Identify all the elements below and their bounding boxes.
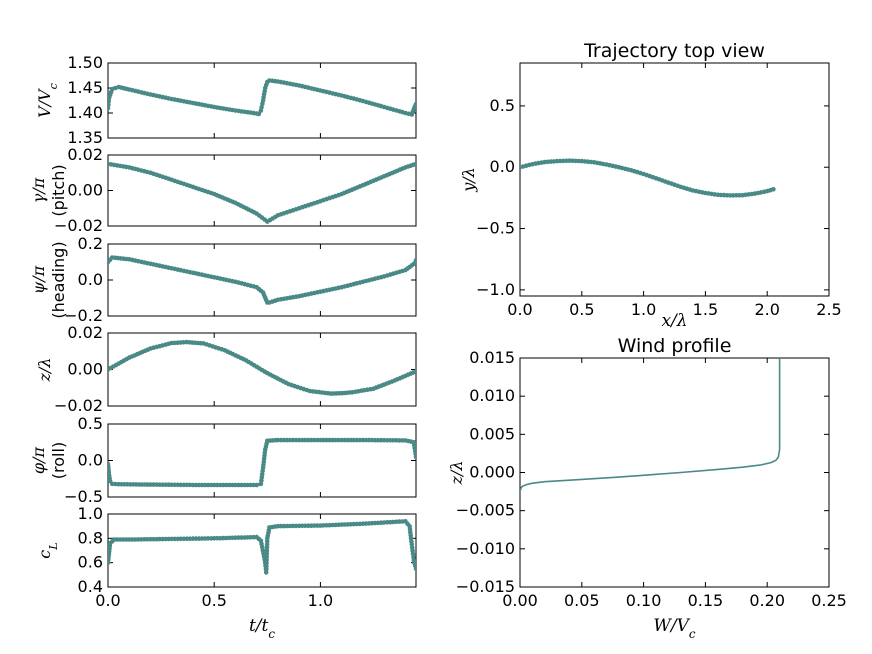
y-tick-label: 0.0	[78, 451, 103, 470]
data-point	[411, 261, 416, 267]
x-tick-label: 1.0	[308, 591, 333, 610]
y-tick-label: −0.5	[64, 487, 103, 506]
altitude-panel: −0.02 0.00 0.02 z/λ	[35, 323, 417, 415]
y-axis-label: z/λ	[35, 358, 54, 383]
axes-frame	[519, 62, 830, 297]
y-axis-label: φ/π	[29, 446, 48, 474]
y-tick-label: 1.50	[67, 53, 103, 72]
roll-panel: −0.5 0.0 0.5 φ/π (roll)	[29, 414, 417, 506]
series-group	[108, 437, 416, 488]
series-group	[108, 255, 416, 305]
y-tick-label: 0.0	[78, 270, 103, 289]
x-tick-label: 0.15	[688, 591, 724, 610]
data-point	[413, 257, 416, 263]
y-tick-label: 0.8	[78, 528, 103, 547]
data-point	[254, 482, 259, 488]
chart-title: Wind profile	[618, 335, 732, 357]
heading-panel: −0.2 0.0 0.2 ψ/π (heading)	[29, 234, 417, 325]
y-tick-label: 0.00	[67, 181, 103, 200]
x-tick-label: 2.0	[754, 300, 779, 319]
y-axis-label: cL	[35, 542, 60, 558]
y-tick-label: 0.5	[490, 96, 515, 115]
y-tick-label: 0.005	[469, 424, 515, 443]
y-tick-label: 0.0	[490, 157, 515, 176]
y-tick-label: 0.02	[67, 145, 103, 164]
x-tick-label: 2.5	[816, 300, 841, 319]
data-point	[413, 566, 416, 572]
pitch-panel: −0.02 0.00 0.02 γ/π (pitch)	[29, 145, 417, 235]
data-point	[413, 454, 416, 460]
y-tick-label: 0.00	[67, 360, 103, 379]
y-axis-label: γ/π	[29, 177, 48, 203]
y-tick-label: 0.02	[67, 323, 103, 342]
data-point	[413, 369, 416, 374]
x-tick-label: 1.0	[631, 300, 656, 319]
y-tick-label: −0.02	[54, 216, 103, 235]
y-tick-label: 1.0	[78, 504, 103, 523]
wind-profile-panel: 0.00 0.05 0.10 0.15 0.20 0.25 −0.015 −0.010 −0.0…	[447, 335, 847, 641]
y-axis-label-secondary: (heading)	[49, 241, 68, 318]
chart-title: Trajectory top view	[583, 40, 765, 62]
y-axis-label: y/λ	[459, 167, 478, 193]
y-tick-label: 0.000	[469, 463, 515, 482]
x-tick-label: 0.0	[507, 300, 532, 319]
y-tick-label: 0.2	[78, 234, 103, 253]
x-tick-label: 0.20	[749, 591, 785, 610]
y-tick-label: 0.010	[469, 386, 515, 405]
x-tick-label: 0.5	[201, 591, 226, 610]
x-axis-label: W/Vc	[653, 616, 695, 641]
y-tick-label: 0.4	[78, 577, 103, 596]
x-tick-label: 0.25	[811, 591, 847, 610]
series-group	[108, 339, 416, 396]
data-point	[256, 111, 262, 117]
series-line	[520, 159, 775, 197]
x-axis-label: t/tc	[249, 616, 275, 641]
y-tick-label: 1.35	[67, 128, 103, 147]
series-group	[108, 78, 416, 117]
y-axis-label-secondary: (pitch)	[49, 164, 68, 216]
x-tick-label: 1.5	[693, 300, 718, 319]
y-tick-label: 0.5	[78, 414, 103, 433]
x-tick-label: 0.5	[569, 300, 594, 319]
x-tick-label: 0.05	[564, 591, 600, 610]
data-point	[413, 101, 416, 107]
y-tick-label: −1.0	[476, 280, 515, 299]
series-group	[520, 358, 781, 493]
data-point	[109, 481, 115, 487]
x-tick-label: 0.10	[626, 591, 662, 610]
y-axis-label-secondary: (roll)	[49, 442, 68, 479]
y-tick-label: 1.40	[67, 103, 103, 122]
speed-panel: 1.35 1.40 1.45 1.50 V/Vc	[35, 53, 417, 147]
y-tick-label: 0.015	[469, 348, 515, 367]
y-axis-label: V/Vc	[35, 82, 60, 118]
y-tick-label: −0.02	[54, 396, 103, 415]
y-tick-label: −0.005	[456, 501, 515, 520]
x-axis-label: x/λ	[661, 311, 687, 331]
series-group	[108, 519, 416, 575]
y-tick-label: −0.2	[64, 306, 103, 325]
y-tick-label: −0.015	[456, 577, 515, 596]
trajectory-top-view-panel: 0.0 0.5 1.0 1.5 2.0 2.5 −1.0 −0.5 0.0 0.5 Trajecto…	[459, 40, 842, 331]
y-tick-label: −0.5	[476, 219, 515, 238]
data-point	[413, 161, 416, 167]
lift-coefficient-panel: 0.0 0.5 1.0 0.4 0.6 0.8 1.0 t/tc cL	[35, 504, 417, 641]
series-group	[108, 161, 416, 224]
y-tick-label: 1.45	[67, 78, 103, 97]
series-line	[520, 358, 781, 493]
y-axis-label: ψ/π	[29, 265, 48, 294]
y-axis-label: z/λ	[447, 461, 466, 486]
data-point	[771, 187, 776, 192]
x-tick-label: 0.00	[502, 591, 538, 610]
y-tick-label: −0.010	[456, 539, 515, 558]
y-tick-label: 0.6	[78, 553, 103, 572]
x-tick-label: 0.0	[95, 591, 120, 610]
series-group	[520, 158, 776, 198]
